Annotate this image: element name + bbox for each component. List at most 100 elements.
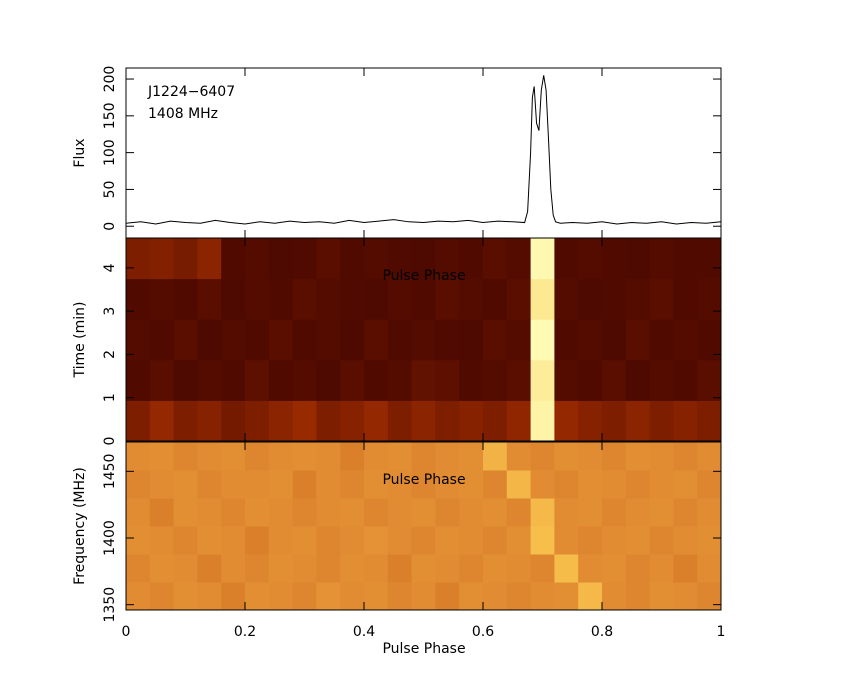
heat-cell (149, 442, 175, 471)
heat-cell (483, 526, 508, 555)
heat-cell (197, 359, 222, 401)
heat-cell (578, 526, 603, 555)
heat-cell (411, 582, 436, 611)
x-tick-label: 0.8 (591, 624, 613, 640)
heat-cell (173, 319, 198, 361)
heat-cell (649, 582, 674, 611)
heat-cell (387, 498, 413, 527)
heat-cell (364, 238, 389, 280)
heat-cell (245, 238, 270, 280)
heat-cell (197, 554, 222, 583)
heat-cell (292, 400, 317, 442)
heat-cell (697, 442, 722, 471)
heat-cell (316, 278, 341, 320)
heat-cell (340, 442, 365, 471)
heat-cell (673, 526, 698, 555)
heat-cell (340, 238, 365, 280)
y-tick-label: 100 (102, 139, 118, 166)
heat-cell (245, 554, 270, 583)
heat-cell (649, 359, 674, 401)
heat-cell (649, 526, 674, 555)
panel-frame (125, 441, 722, 611)
y-tick-label: 150 (102, 102, 118, 129)
y-tick-label: 1350 (102, 587, 118, 623)
heat-cell (268, 278, 294, 320)
heat-cell (292, 582, 317, 611)
heat-cell (173, 238, 198, 280)
heat-cell (673, 238, 698, 280)
y-axis-label: Frequency (MHz) (72, 467, 88, 585)
heat-cell (149, 498, 175, 527)
heat-cell (506, 470, 532, 499)
heat-cell (506, 359, 532, 401)
heat-cell (149, 470, 175, 499)
heat-cell (149, 359, 175, 401)
heat-cell (554, 470, 579, 499)
heat-cell (578, 442, 603, 471)
heat-cell (340, 554, 365, 583)
heat-cell (554, 498, 579, 527)
heat-cell (221, 319, 246, 361)
heat-cell (602, 554, 627, 583)
annotation: Pulse Phase (382, 472, 465, 488)
heat-cell (292, 442, 317, 471)
heat-cell (221, 498, 246, 527)
heat-cell (387, 319, 413, 361)
heat-cell (292, 319, 317, 361)
heat-cell (673, 554, 698, 583)
heat-cell (673, 470, 698, 499)
heat-cell (554, 319, 579, 361)
heat-cell (602, 359, 627, 401)
heat-cell (364, 319, 389, 361)
heat-cell (506, 582, 532, 611)
heat-cell (530, 526, 555, 555)
heat-cell (340, 582, 365, 611)
heat-cell (459, 526, 484, 555)
heat-cell (292, 470, 317, 499)
heat-cell (506, 554, 532, 583)
heat-cell (506, 319, 532, 361)
heat-cell (316, 470, 341, 499)
heat-cell (435, 498, 460, 527)
heat-cell (435, 526, 460, 555)
y-tick-label: 200 (102, 66, 118, 93)
heat-cell (340, 526, 365, 555)
heat-cell (316, 582, 341, 611)
heat-cell (173, 278, 198, 320)
heat-cell (364, 526, 389, 555)
heat-cell (554, 582, 579, 611)
x-tick-label: 1 (717, 624, 726, 640)
heat-cell (173, 442, 198, 471)
heat-cell (364, 359, 389, 401)
heat-cell (197, 400, 222, 442)
heat-cell (602, 278, 627, 320)
heat-cell (435, 319, 460, 361)
heat-cell (459, 400, 484, 442)
heat-cell (364, 442, 389, 471)
heat-cell (364, 498, 389, 527)
heat-cell (625, 498, 651, 527)
heat-cell (197, 319, 222, 361)
y-tick-label: 3 (102, 307, 118, 316)
heat-cell (316, 526, 341, 555)
heat-cell (578, 319, 603, 361)
heat-cell (483, 278, 508, 320)
heat-cell (625, 582, 651, 611)
heat-cell (245, 470, 270, 499)
heat-cell (340, 498, 365, 527)
heat-cell (459, 238, 484, 280)
heat-cell (697, 470, 722, 499)
heat-cell (387, 238, 413, 280)
x-tick-label: 0.2 (234, 624, 256, 640)
y-tick-label: 4 (102, 263, 118, 272)
heat-cell (459, 359, 484, 401)
heat-cell (387, 582, 413, 611)
heat-cell (530, 554, 555, 583)
heat-cell (625, 554, 651, 583)
heat-cell (292, 554, 317, 583)
heat-cell (554, 238, 579, 280)
heat-cell (197, 498, 222, 527)
heat-cell (554, 442, 579, 471)
heat-cell (602, 470, 627, 499)
heat-cell (221, 278, 246, 320)
